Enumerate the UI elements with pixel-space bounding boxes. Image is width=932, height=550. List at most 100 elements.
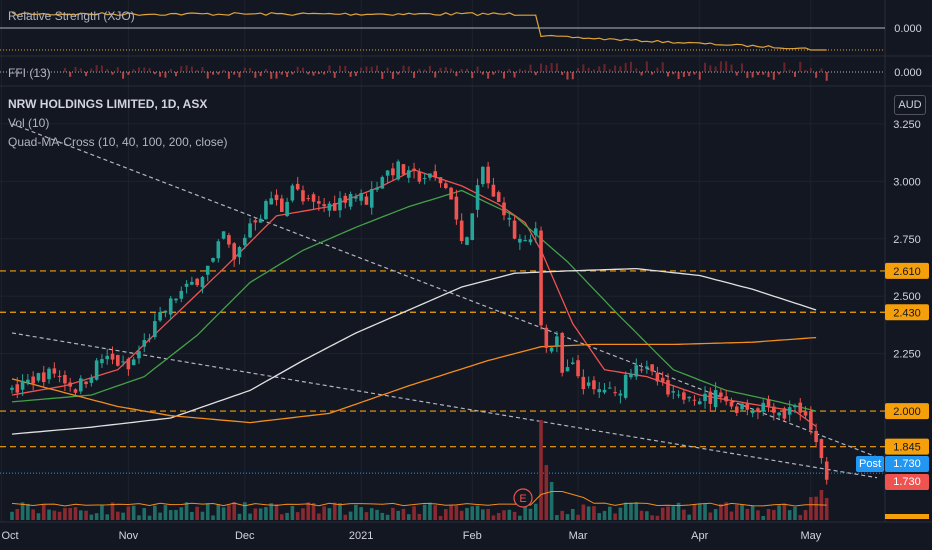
level-label: 1.845 (893, 442, 921, 454)
ffi-bar (153, 72, 156, 75)
candle (258, 218, 263, 223)
ffi-bar (735, 72, 738, 76)
candle (391, 168, 395, 176)
ffi-bar (444, 67, 447, 72)
candle (444, 183, 448, 189)
candle (205, 265, 210, 275)
candle (354, 196, 358, 199)
ffi-bar (354, 72, 357, 77)
volume-bar (153, 505, 157, 520)
volume-bar (285, 512, 289, 520)
volume-bar (163, 505, 168, 520)
ffi-bar (95, 65, 98, 72)
candle (396, 161, 400, 180)
candle (63, 374, 67, 384)
candle (290, 185, 295, 201)
volume-bar (63, 508, 67, 520)
candle (581, 376, 586, 390)
ffi-bar (614, 65, 617, 72)
volume-bar (692, 504, 697, 520)
currency-button[interactable]: AUD (894, 95, 926, 115)
earnings-marker[interactable] (513, 488, 533, 508)
volume-bar (618, 507, 623, 520)
volume-bar (682, 509, 686, 520)
candle (52, 368, 57, 374)
volume-bar (190, 511, 194, 520)
ma-legend[interactable]: Quad-MA-Cross (10, 40, 100, 200, close) (8, 135, 228, 149)
ffi-bar (450, 68, 453, 72)
volume-bar (422, 504, 427, 520)
volume-bar (110, 502, 115, 520)
candle (602, 389, 607, 393)
candle (269, 198, 274, 205)
candle (660, 377, 665, 382)
vol-legend[interactable]: Vol (10) (8, 116, 50, 130)
candle (671, 391, 676, 393)
volume-bar (533, 503, 538, 520)
candle (211, 258, 215, 262)
candle (809, 411, 813, 430)
ffi-bar (63, 67, 66, 72)
candle (264, 201, 268, 220)
ffi-bar (280, 72, 283, 75)
candle (608, 387, 612, 389)
candle (766, 399, 771, 407)
candle (486, 166, 490, 184)
ffi-bar (783, 62, 786, 72)
volume-bar (438, 515, 443, 520)
volume-bar (502, 510, 506, 520)
volume-bar (200, 511, 205, 520)
volume-bar (295, 512, 300, 520)
candle (697, 401, 702, 405)
ffi-legend[interactable]: FFI (13) (8, 66, 51, 80)
candle (523, 240, 527, 242)
ffi-bar (709, 65, 712, 72)
ffi-bar (465, 68, 468, 72)
volume-bar (100, 505, 104, 520)
price-tick-label: 3.250 (893, 119, 921, 131)
ffi-bar (815, 72, 818, 78)
volume-bar (655, 515, 660, 520)
ffi-bar (598, 66, 601, 72)
ffi-bar (529, 64, 532, 72)
ffi-bar (323, 72, 326, 75)
ffi-bar (693, 72, 696, 75)
volume-bar (719, 503, 723, 520)
volume-bar (570, 508, 575, 520)
ffi-bar (111, 72, 114, 75)
rs-legend[interactable]: Relative Strength (XJO) (8, 9, 135, 23)
volume-bar (158, 512, 162, 520)
volume-bar (248, 513, 252, 520)
candle (586, 382, 591, 386)
volume-bar (491, 515, 496, 520)
ffi-bar (741, 63, 744, 72)
ffi-bar (603, 64, 606, 72)
ffi-bar (286, 72, 289, 78)
ffi-bar (540, 63, 543, 72)
volume-bar (470, 506, 475, 520)
candle (89, 377, 94, 383)
candle (655, 372, 660, 382)
ffi-pane: 0.000 (0, 61, 922, 81)
candle (803, 411, 808, 416)
candle (116, 355, 120, 366)
volume-bar (301, 508, 305, 520)
volume-bar (623, 502, 628, 520)
ffi-bar (407, 66, 410, 72)
ffi-bar (762, 72, 765, 75)
candle (682, 392, 686, 400)
volume-bar (10, 511, 14, 520)
ffi-bar (746, 72, 749, 78)
volume-bar (724, 502, 728, 520)
ffi-bar (820, 68, 823, 72)
candle (311, 194, 316, 202)
volume-bar (338, 503, 342, 520)
ffi-bar (344, 65, 347, 72)
level-label: 2.610 (893, 266, 921, 278)
level-tag (885, 304, 929, 321)
volume-bar (798, 515, 803, 520)
volume-bar (666, 506, 670, 520)
volume-bar (52, 510, 57, 520)
candle (713, 390, 718, 408)
